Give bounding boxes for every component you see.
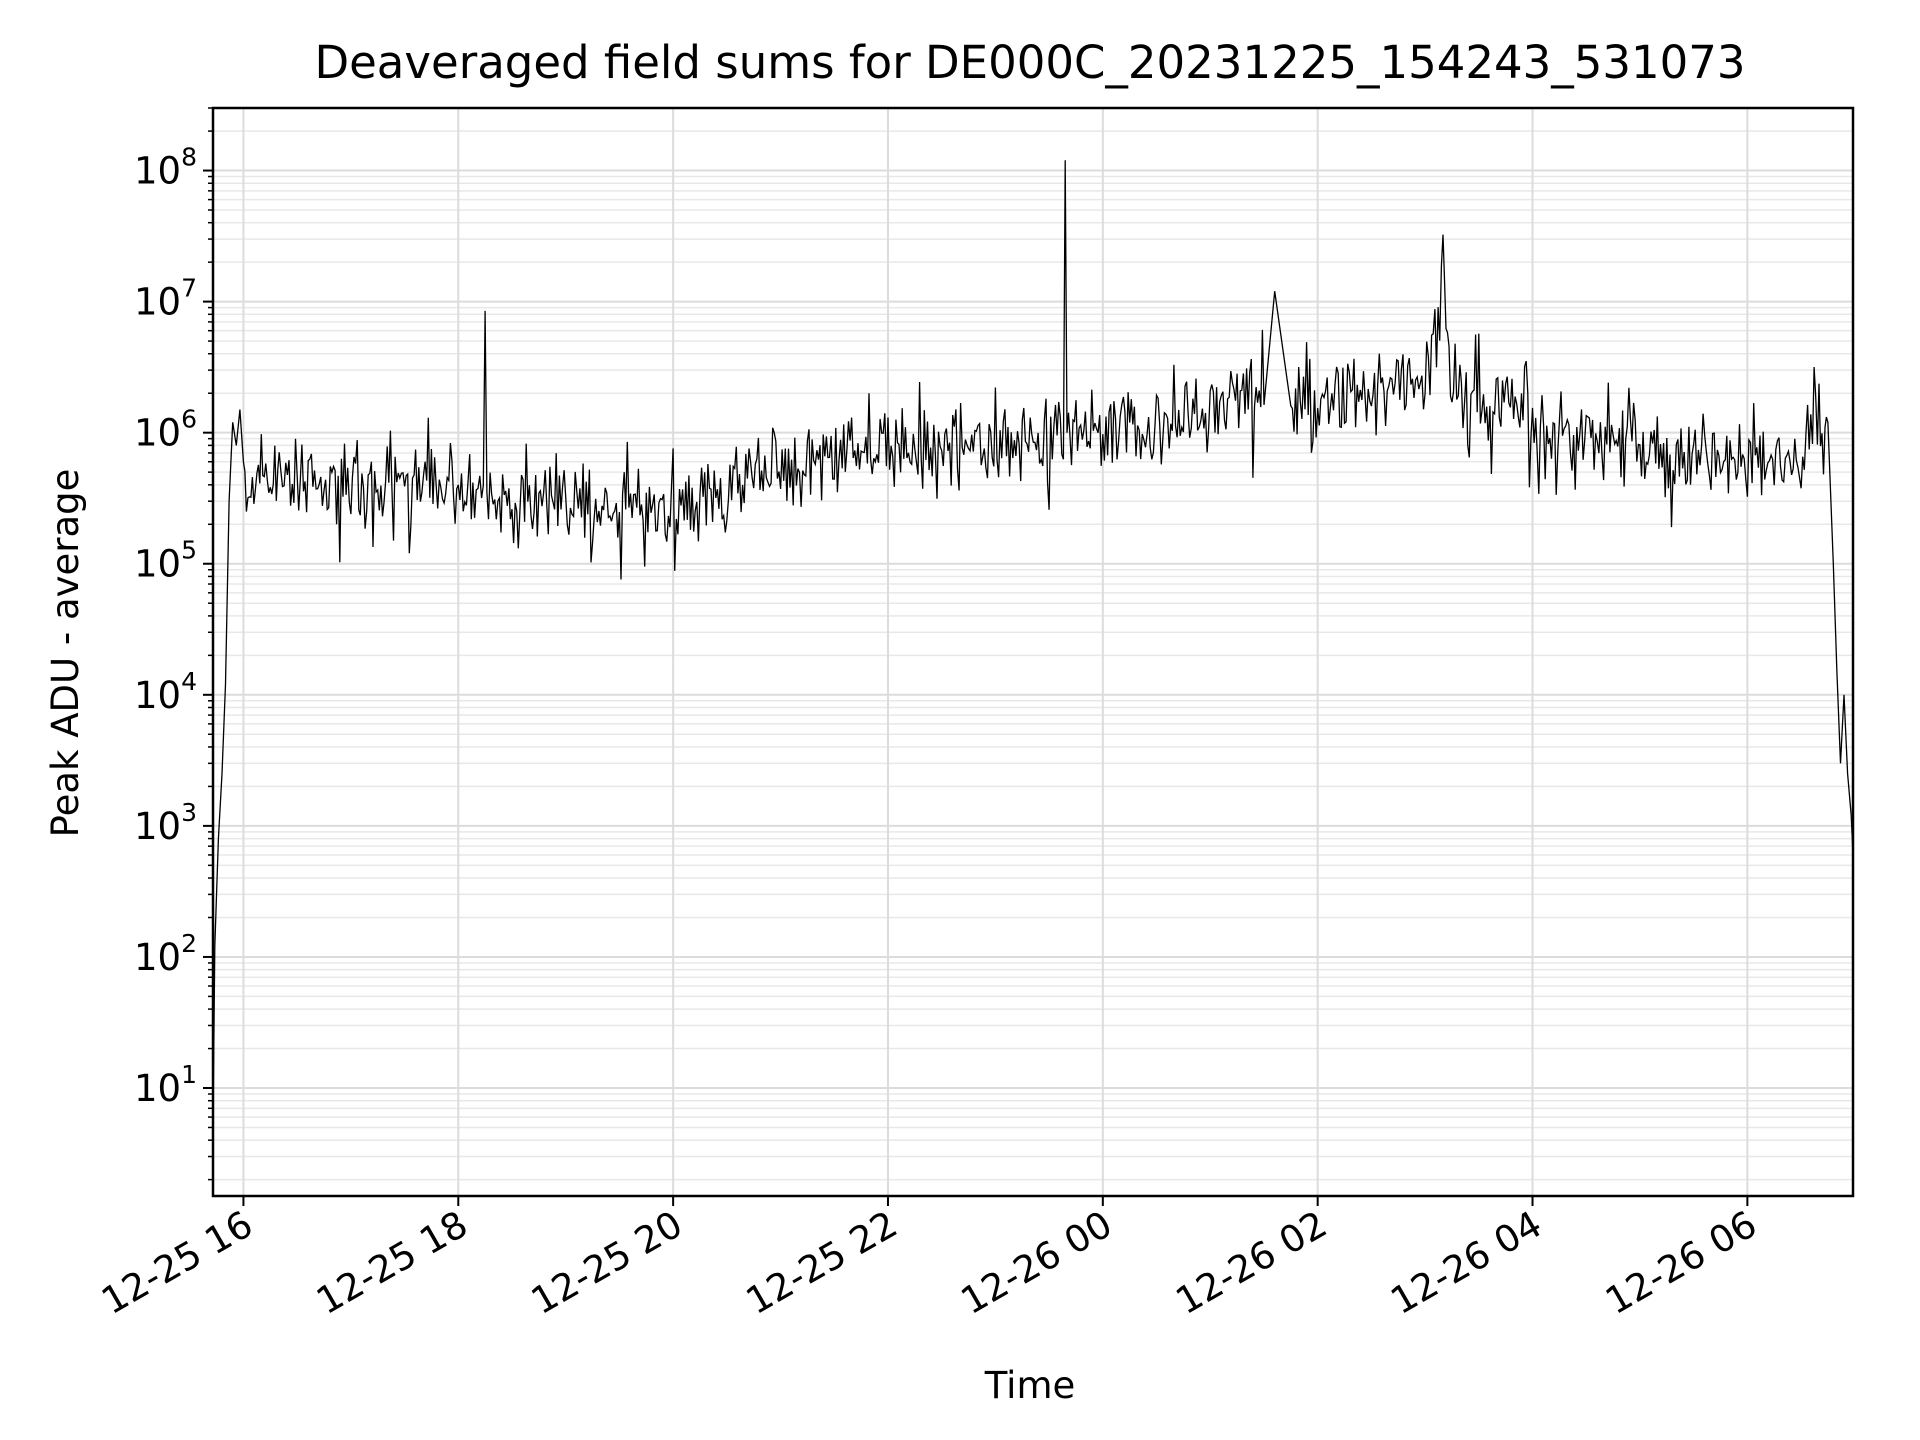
y-tick-label: 102: [134, 929, 197, 979]
x-tick-label: 12-25 18: [309, 1203, 475, 1323]
y-tick-label: 106: [134, 405, 197, 455]
plot-area-frame: [211, 106, 1855, 1198]
x-axis-label: Time: [984, 1364, 1076, 1407]
chart-title: Deaveraged field sums for DE000C_2023122…: [314, 36, 1745, 89]
x-tick-label: 12-25 20: [524, 1203, 690, 1323]
x-tick-label: 12-26 06: [1598, 1203, 1764, 1323]
x-tick-label: 12-26 04: [1383, 1203, 1549, 1323]
x-tick-label: 12-26 02: [1169, 1203, 1335, 1323]
y-tick-label: 107: [134, 274, 197, 324]
y-tick-label: 103: [134, 798, 197, 848]
series-layer: [212, 160, 1854, 1128]
series-line: [212, 160, 1854, 1128]
y-axis: 101 102 103 104 105 106 107 108: [134, 107, 213, 1181]
y-axis-label: Peak ADU - average: [44, 469, 87, 838]
x-tick-label: 12-25 22: [739, 1203, 905, 1323]
y-tick-label: 104: [134, 667, 197, 717]
y-tick-label: 108: [134, 143, 197, 193]
y-tick-label: 101: [134, 1060, 197, 1110]
x-tick-label: 12-26 00: [954, 1203, 1120, 1323]
grid: [213, 107, 1853, 1196]
x-tick-label: 12-25 16: [94, 1203, 260, 1323]
y-tick-label: 105: [134, 536, 197, 586]
x-axis: 12-25 16 12-25 18 12-25 20 12-25 22 12-26 00…: [94, 1196, 1764, 1323]
